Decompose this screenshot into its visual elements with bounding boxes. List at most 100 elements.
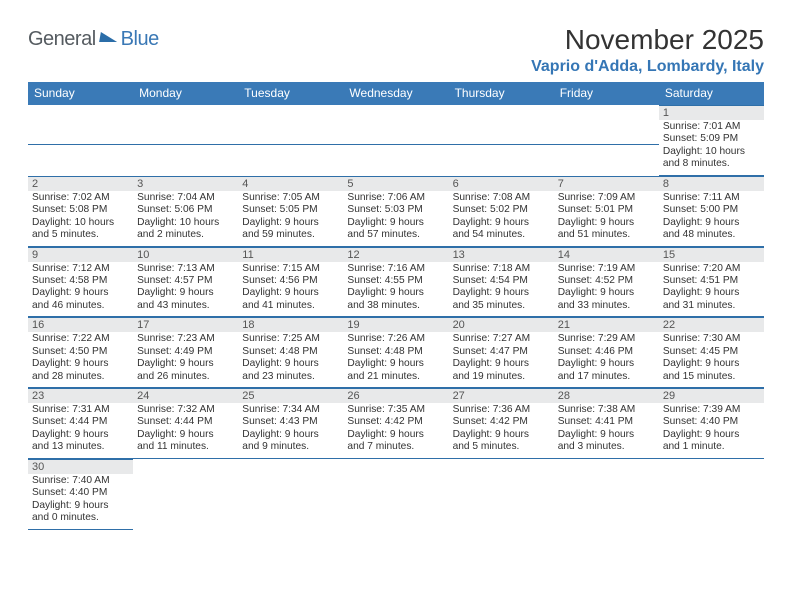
day-number: 22	[659, 318, 764, 332]
day-number: 21	[554, 318, 659, 332]
weekday-header: Friday	[554, 82, 659, 105]
day-daylight1: Daylight: 10 hours	[663, 146, 760, 158]
day-sunrise: Sunrise: 7:05 AM	[242, 192, 339, 204]
day-sunrise: Sunrise: 7:29 AM	[558, 333, 655, 345]
day-daylight2: and 54 minutes.	[453, 229, 550, 241]
calendar-empty-cell	[238, 459, 343, 530]
day-sunset: Sunset: 4:56 PM	[242, 275, 339, 287]
day-sunset: Sunset: 5:09 PM	[663, 133, 760, 145]
day-daylight1: Daylight: 9 hours	[242, 358, 339, 370]
day-number: 13	[449, 248, 554, 262]
day-sunset: Sunset: 4:43 PM	[242, 416, 339, 428]
calendar-day-cell: 18Sunrise: 7:25 AMSunset: 4:48 PMDayligh…	[238, 317, 343, 388]
logo-text-1: General	[28, 28, 96, 51]
day-sunset: Sunset: 5:00 PM	[663, 204, 760, 216]
day-number: 18	[238, 318, 343, 332]
weekday-header: Monday	[133, 82, 238, 105]
day-daylight1: Daylight: 9 hours	[32, 358, 129, 370]
day-daylight1: Daylight: 9 hours	[137, 287, 234, 299]
day-daylight2: and 13 minutes.	[32, 441, 129, 453]
day-sunrise: Sunrise: 7:02 AM	[32, 192, 129, 204]
day-number: 10	[133, 248, 238, 262]
day-sunrise: Sunrise: 7:32 AM	[137, 404, 234, 416]
day-sunset: Sunset: 5:01 PM	[558, 204, 655, 216]
page-title: November 2025	[531, 24, 764, 56]
day-sunset: Sunset: 4:42 PM	[453, 416, 550, 428]
weekday-header: Sunday	[28, 82, 133, 105]
day-daylight2: and 57 minutes.	[347, 229, 444, 241]
day-sunset: Sunset: 4:44 PM	[32, 416, 129, 428]
calendar-day-cell: 28Sunrise: 7:38 AMSunset: 4:41 PMDayligh…	[554, 388, 659, 459]
day-number: 8	[659, 177, 764, 191]
calendar-week-row: 30Sunrise: 7:40 AMSunset: 4:40 PMDayligh…	[28, 459, 764, 530]
calendar-day-cell: 6Sunrise: 7:08 AMSunset: 5:02 PMDaylight…	[449, 176, 554, 247]
calendar-day-cell: 19Sunrise: 7:26 AMSunset: 4:48 PMDayligh…	[343, 317, 448, 388]
day-number: 30	[28, 460, 133, 474]
day-sunset: Sunset: 4:50 PM	[32, 346, 129, 358]
day-sunset: Sunset: 4:44 PM	[137, 416, 234, 428]
calendar-body: 1Sunrise: 7:01 AMSunset: 5:09 PMDaylight…	[28, 105, 764, 530]
calendar-empty-cell	[133, 459, 238, 530]
day-sunset: Sunset: 4:47 PM	[453, 346, 550, 358]
calendar-table: SundayMondayTuesdayWednesdayThursdayFrid…	[28, 82, 764, 530]
logo-text-2: Blue	[121, 28, 159, 51]
day-daylight2: and 28 minutes.	[32, 371, 129, 383]
day-sunset: Sunset: 4:57 PM	[137, 275, 234, 287]
day-sunset: Sunset: 4:46 PM	[558, 346, 655, 358]
calendar-day-cell: 5Sunrise: 7:06 AMSunset: 5:03 PMDaylight…	[343, 176, 448, 247]
day-daylight2: and 19 minutes.	[453, 371, 550, 383]
day-sunrise: Sunrise: 7:01 AM	[663, 121, 760, 133]
day-daylight1: Daylight: 10 hours	[32, 217, 129, 229]
day-daylight2: and 3 minutes.	[558, 441, 655, 453]
calendar-day-cell: 20Sunrise: 7:27 AMSunset: 4:47 PMDayligh…	[449, 317, 554, 388]
day-daylight1: Daylight: 9 hours	[242, 217, 339, 229]
calendar-day-cell: 12Sunrise: 7:16 AMSunset: 4:55 PMDayligh…	[343, 247, 448, 318]
day-daylight2: and 5 minutes.	[453, 441, 550, 453]
calendar-day-cell: 29Sunrise: 7:39 AMSunset: 4:40 PMDayligh…	[659, 388, 764, 459]
calendar-day-cell: 1Sunrise: 7:01 AMSunset: 5:09 PMDaylight…	[659, 105, 764, 176]
day-sunset: Sunset: 4:51 PM	[663, 275, 760, 287]
day-daylight1: Daylight: 9 hours	[137, 358, 234, 370]
day-daylight2: and 38 minutes.	[347, 300, 444, 312]
day-sunset: Sunset: 5:06 PM	[137, 204, 234, 216]
day-sunset: Sunset: 4:40 PM	[32, 487, 129, 499]
day-sunset: Sunset: 4:40 PM	[663, 416, 760, 428]
day-number: 3	[133, 177, 238, 191]
day-sunrise: Sunrise: 7:38 AM	[558, 404, 655, 416]
calendar-day-cell: 15Sunrise: 7:20 AMSunset: 4:51 PMDayligh…	[659, 247, 764, 318]
calendar-day-cell: 2Sunrise: 7:02 AMSunset: 5:08 PMDaylight…	[28, 176, 133, 247]
day-sunrise: Sunrise: 7:36 AM	[453, 404, 550, 416]
day-number: 2	[28, 177, 133, 191]
day-sunset: Sunset: 4:58 PM	[32, 275, 129, 287]
day-daylight2: and 33 minutes.	[558, 300, 655, 312]
calendar-day-cell: 11Sunrise: 7:15 AMSunset: 4:56 PMDayligh…	[238, 247, 343, 318]
day-daylight1: Daylight: 9 hours	[137, 429, 234, 441]
day-daylight1: Daylight: 9 hours	[347, 429, 444, 441]
day-daylight1: Daylight: 9 hours	[558, 287, 655, 299]
calendar-week-row: 9Sunrise: 7:12 AMSunset: 4:58 PMDaylight…	[28, 247, 764, 318]
calendar-day-cell: 13Sunrise: 7:18 AMSunset: 4:54 PMDayligh…	[449, 247, 554, 318]
calendar-empty-cell	[659, 459, 764, 530]
day-number: 15	[659, 248, 764, 262]
calendar-empty-cell	[449, 105, 554, 176]
calendar-empty-cell	[133, 105, 238, 176]
header: General Blue November 2025 Vaprio d'Adda…	[28, 24, 764, 82]
day-sunrise: Sunrise: 7:22 AM	[32, 333, 129, 345]
day-sunset: Sunset: 5:02 PM	[453, 204, 550, 216]
calendar-day-cell: 9Sunrise: 7:12 AMSunset: 4:58 PMDaylight…	[28, 247, 133, 318]
calendar-day-cell: 17Sunrise: 7:23 AMSunset: 4:49 PMDayligh…	[133, 317, 238, 388]
location-subtitle: Vaprio d'Adda, Lombardy, Italy	[531, 58, 764, 76]
weekday-header: Wednesday	[343, 82, 448, 105]
day-daylight2: and 21 minutes.	[347, 371, 444, 383]
page: General Blue November 2025 Vaprio d'Adda…	[0, 0, 792, 530]
day-sunrise: Sunrise: 7:39 AM	[663, 404, 760, 416]
day-sunrise: Sunrise: 7:30 AM	[663, 333, 760, 345]
day-daylight1: Daylight: 9 hours	[347, 217, 444, 229]
calendar-week-row: 1Sunrise: 7:01 AMSunset: 5:09 PMDaylight…	[28, 105, 764, 176]
logo: General Blue	[28, 28, 159, 51]
weekday-header: Saturday	[659, 82, 764, 105]
calendar-day-cell: 16Sunrise: 7:22 AMSunset: 4:50 PMDayligh…	[28, 317, 133, 388]
day-daylight1: Daylight: 10 hours	[137, 217, 234, 229]
day-daylight1: Daylight: 9 hours	[347, 287, 444, 299]
day-daylight1: Daylight: 9 hours	[663, 358, 760, 370]
